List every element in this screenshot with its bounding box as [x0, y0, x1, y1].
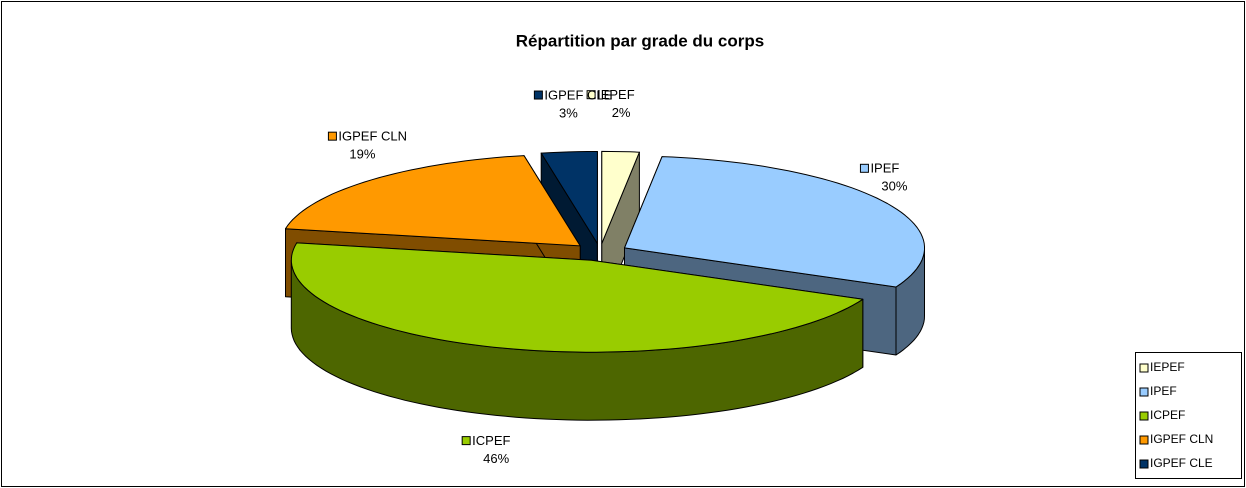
chart-title: Répartition par grade du corps	[516, 31, 764, 50]
legend-box	[1135, 352, 1242, 479]
legend-swatch	[1139, 435, 1149, 445]
legend-label: ICPEF	[1150, 408, 1185, 422]
legend-swatch	[1139, 387, 1149, 397]
data-label-value: 46%	[483, 451, 509, 466]
legend-label: IPEF	[1150, 384, 1177, 398]
label-swatch	[859, 163, 869, 173]
legend-swatch	[1139, 363, 1149, 373]
slice	[285, 155, 581, 247]
data-label-value: 19%	[349, 147, 375, 162]
label-swatch	[327, 131, 337, 141]
data-label-value: 2%	[612, 105, 631, 120]
legend-label: IGPEF CLN	[1150, 432, 1213, 446]
legend-swatch	[1139, 459, 1149, 469]
slice	[601, 150, 640, 244]
legend-label: IEPEF	[1150, 360, 1185, 374]
slice	[624, 156, 925, 288]
legend-swatch	[1139, 411, 1149, 421]
data-label-name: ICPEF	[472, 433, 510, 448]
data-label-name: IGPEF CLN	[338, 129, 407, 144]
data-label-name: IEPEF	[597, 87, 635, 102]
data-label-name: IGPEF CLE	[544, 87, 612, 102]
label-swatch	[461, 436, 471, 446]
slice	[290, 242, 864, 353]
label-swatch	[586, 90, 596, 100]
data-label-value: 3%	[559, 105, 578, 120]
label-swatch	[533, 90, 543, 100]
data-label-value: 30%	[881, 179, 907, 194]
legend-label: IGPEF CLE	[1150, 456, 1213, 470]
slice	[540, 151, 598, 244]
data-label-name: IPEF	[870, 161, 899, 176]
